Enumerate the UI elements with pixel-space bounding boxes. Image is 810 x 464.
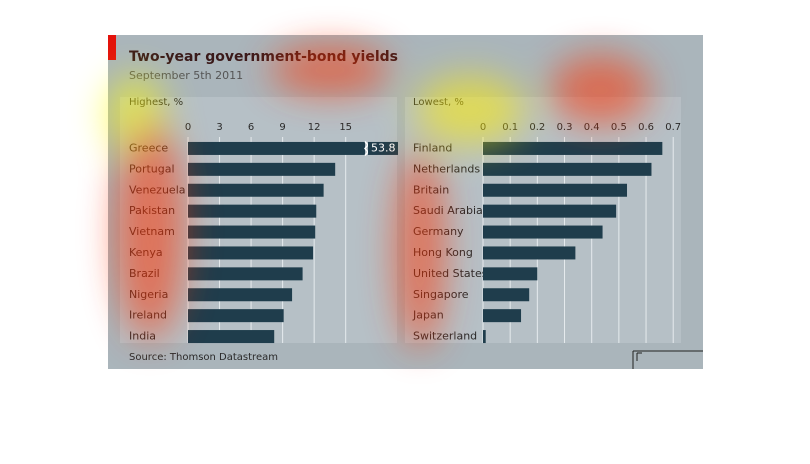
x-tick-label: 6 bbox=[248, 122, 254, 133]
data-label-bg bbox=[368, 141, 398, 155]
x-tick-label: 12 bbox=[308, 122, 321, 133]
x-tick-label: 0 bbox=[185, 122, 191, 133]
bar bbox=[483, 225, 603, 239]
bar bbox=[188, 330, 275, 344]
bar-break bbox=[364, 140, 369, 156]
chart-subtitle: September 5th 2011 bbox=[129, 69, 243, 82]
x-tick-label: 0.4 bbox=[584, 122, 600, 133]
x-tick-label: 0.3 bbox=[557, 122, 573, 133]
heatmap bbox=[105, 45, 650, 350]
bar bbox=[188, 288, 293, 302]
x-tick-label: 0.2 bbox=[529, 122, 545, 133]
bar bbox=[483, 141, 663, 155]
bar bbox=[188, 141, 365, 155]
x-tick-label: 0.7 bbox=[665, 122, 681, 133]
bar bbox=[483, 183, 628, 197]
x-tick-label: 0.6 bbox=[638, 122, 654, 133]
x-tick-label: 9 bbox=[279, 122, 285, 133]
bar bbox=[188, 162, 336, 176]
bar bbox=[483, 204, 617, 218]
bar bbox=[188, 267, 303, 281]
bar bbox=[483, 330, 486, 344]
source: Source: Thomson Datastream bbox=[129, 352, 278, 363]
bar bbox=[483, 246, 576, 260]
x-tick-label: 15 bbox=[339, 122, 352, 133]
bar bbox=[188, 225, 316, 239]
bar bbox=[483, 309, 522, 323]
data-label: 53.8 bbox=[371, 141, 396, 154]
bar bbox=[188, 204, 317, 218]
bar bbox=[188, 309, 284, 323]
red-tag bbox=[108, 35, 116, 60]
bar bbox=[188, 246, 314, 260]
corner-mark bbox=[632, 350, 703, 369]
bar bbox=[483, 288, 530, 302]
x-tick-label: 3 bbox=[216, 122, 222, 133]
bar bbox=[483, 267, 538, 281]
bar bbox=[483, 162, 652, 176]
bar bbox=[188, 183, 324, 197]
x-tick-label: 0.5 bbox=[611, 122, 627, 133]
